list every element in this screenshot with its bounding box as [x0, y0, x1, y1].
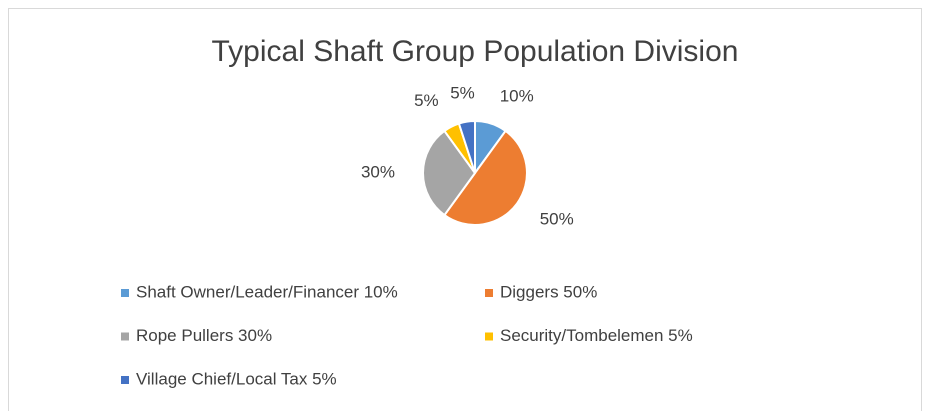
data-label: 50% — [540, 210, 574, 229]
pie-slice — [422, 129, 477, 217]
legend-swatch — [485, 332, 493, 341]
legend-swatch — [485, 289, 493, 297]
data-label: 5% — [414, 91, 439, 110]
legend-swatch — [121, 332, 129, 341]
legend-label: Diggers 50% — [500, 282, 597, 301]
legend-label: Rope Pullers 30% — [136, 326, 272, 345]
legend-label: Shaft Owner/Leader/Financer 10% — [136, 282, 398, 301]
legend-label: Security/Tombelemen 5% — [500, 326, 693, 345]
legend-label: Village Chief/Local Tax 5% — [136, 369, 337, 388]
data-label: 30% — [361, 162, 395, 181]
chart-title: Typical Shaft Group Population Division — [212, 35, 739, 68]
pie-slice — [443, 129, 528, 226]
data-label: 5% — [450, 83, 475, 102]
data-label: 10% — [500, 86, 534, 105]
legend-swatch — [121, 376, 129, 384]
pie-slice — [457, 119, 476, 174]
legend-swatch — [121, 289, 129, 297]
